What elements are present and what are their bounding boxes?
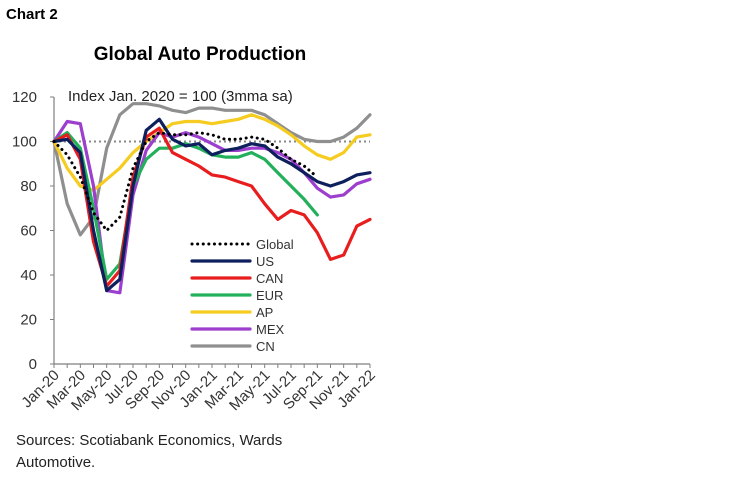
y-tick-label: 40 xyxy=(20,267,37,284)
series-line-us xyxy=(52,117,372,293)
legend-label-ap: AP xyxy=(256,305,273,320)
source-line-1: Sources: Scotiabank Economics, Wards xyxy=(16,432,283,449)
y-tick-label: 120 xyxy=(12,89,37,106)
axes: 020406080100120Jan-20Mar-20May-20Jul-20S… xyxy=(12,89,379,414)
series-line-eur xyxy=(52,131,319,281)
legend-label-eur: EUR xyxy=(256,288,283,303)
source-line-2: Automotive. xyxy=(16,454,96,471)
y-tick-label: 100 xyxy=(12,134,37,151)
legend: Global US CAN EUR AP MEX CN xyxy=(190,237,294,354)
series-group xyxy=(52,102,372,295)
chart-title: Global Auto Production xyxy=(94,44,307,65)
series-line-global xyxy=(52,131,319,232)
y-tick-label: 20 xyxy=(20,312,37,329)
chart-label: Chart 2 xyxy=(6,6,58,23)
y-tick-label: 80 xyxy=(20,178,37,195)
legend-label-can: CAN xyxy=(256,271,283,286)
y-tick-label: 0 xyxy=(29,356,37,373)
source-note: Sources: Scotiabank Economics, Wards Aut… xyxy=(16,430,282,474)
legend-label-global: Global xyxy=(256,237,294,252)
series-line-ap xyxy=(52,113,372,192)
legend-label-us: US xyxy=(256,254,274,269)
chart-subtitle: Index Jan. 2020 = 100 (3mma sa) xyxy=(68,88,293,105)
legend-label-mex: MEX xyxy=(256,322,285,337)
series-line-cn xyxy=(52,102,372,237)
y-tick-label: 60 xyxy=(20,223,37,240)
legend-label-cn: CN xyxy=(256,339,275,354)
